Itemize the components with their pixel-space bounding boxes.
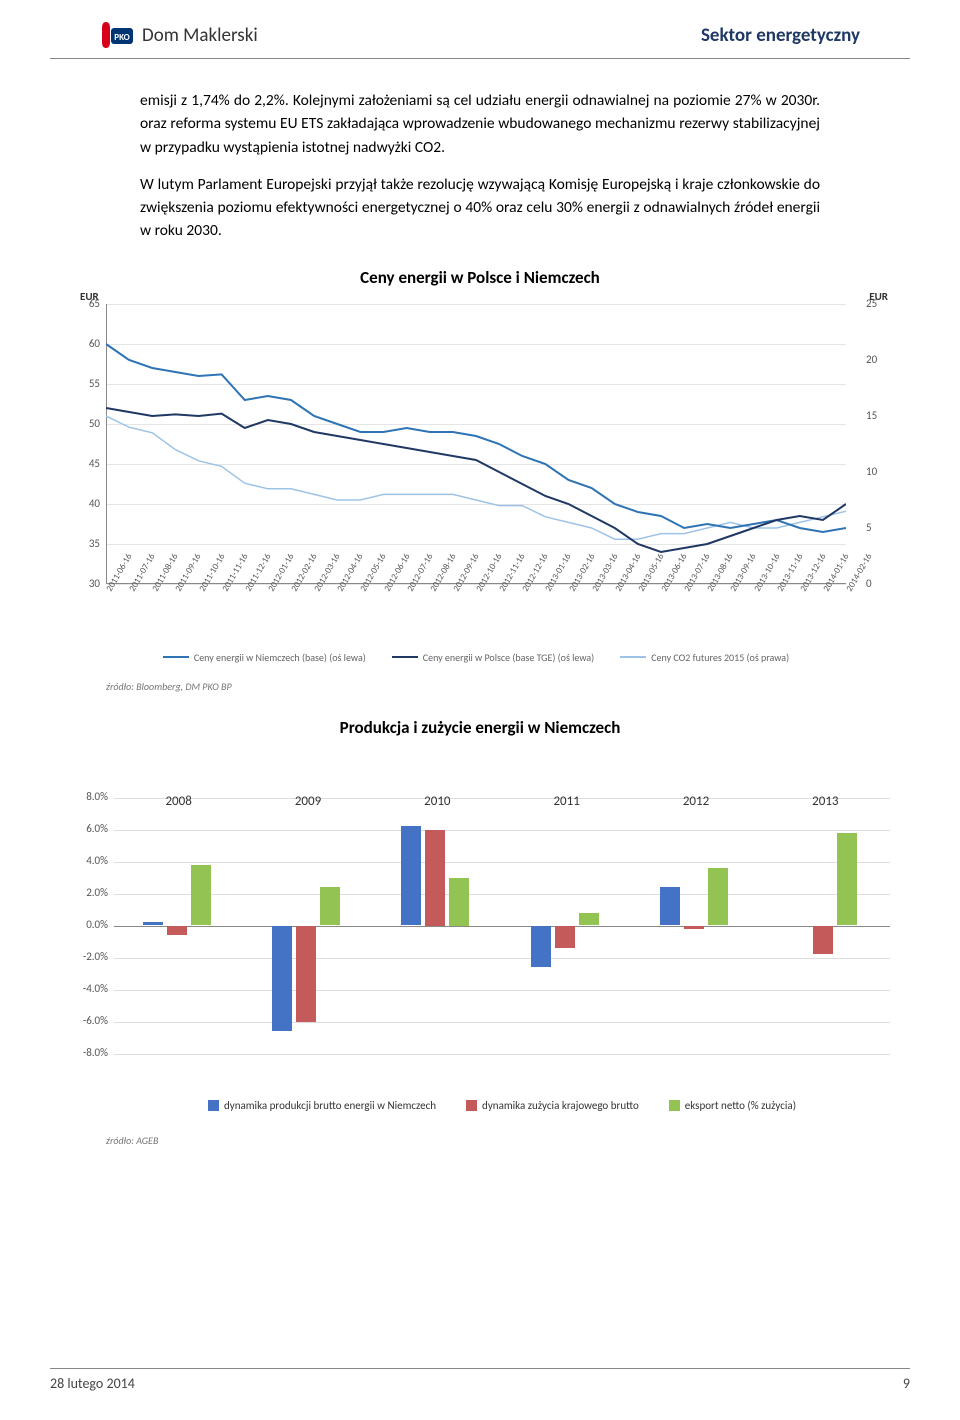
legend-label: dynamika zużycia krajowego brutto	[482, 1099, 639, 1112]
chart1-x-labels: 2011-06-162011-07-162011-08-162011-09-16…	[106, 578, 846, 632]
bar	[296, 926, 316, 1022]
y-axis-tick: 50	[60, 417, 100, 430]
bar	[143, 922, 163, 925]
y-axis-tick: 60	[60, 337, 100, 350]
legend-label: Ceny energii w Polsce (base TGE) (oś lew…	[423, 651, 594, 664]
bar-chart: 200820092010201120122013 dynamika produk…	[60, 770, 900, 1130]
chart1-legend: Ceny energii w Niemczech (base) (oś lewa…	[106, 651, 846, 664]
legend-item: Ceny energii w Polsce (base TGE) (oś lew…	[392, 651, 594, 664]
y-axis-tick: -2.0%	[60, 950, 108, 963]
logo-block: PKO Dom Maklerski	[100, 18, 258, 52]
y-axis-tick: -8.0%	[60, 1046, 108, 1059]
y-axis-tick: 2.0%	[60, 886, 108, 899]
paragraph-1: emisji z 1,74% do 2,2%. Kolejnymi założe…	[140, 89, 820, 159]
sector-title: Sektor energetyczny	[701, 24, 860, 47]
y-axis-tick-right: 0	[866, 577, 900, 590]
paragraph-2: W lutym Parlament Europejski przyjął tak…	[140, 173, 820, 243]
y-axis-tick: 65	[60, 297, 100, 310]
y-axis-tick: 45	[60, 457, 100, 470]
bar	[579, 913, 599, 926]
svg-text:PKO: PKO	[114, 32, 129, 43]
bar	[425, 830, 445, 926]
y-axis-tick-right: 20	[866, 353, 900, 366]
bar	[531, 926, 551, 968]
y-axis-tick-right: 5	[866, 521, 900, 534]
chart1-container: Ceny energii w Polsce i Niemczech EUR EU…	[60, 267, 900, 693]
y-axis-tick: 55	[60, 377, 100, 390]
y-axis-tick: 8.0%	[60, 790, 108, 803]
y-axis-tick-right: 10	[866, 465, 900, 478]
y-axis-tick: 0.0%	[60, 918, 108, 931]
y-axis-tick: 30	[60, 577, 100, 590]
legend-key-icon	[208, 1100, 219, 1111]
legend-label: dynamika produkcji brutto energii w Niem…	[224, 1099, 436, 1112]
legend-item: eksport netto (% zużycia)	[669, 1099, 796, 1112]
legend-item: dynamika zużycia krajowego brutto	[466, 1099, 639, 1112]
chart2-legend: dynamika produkcji brutto energii w Niem…	[114, 1099, 890, 1112]
bar	[813, 926, 833, 955]
y-axis-tick: -4.0%	[60, 982, 108, 995]
bar	[167, 926, 187, 936]
y-axis-tick-right: 15	[866, 409, 900, 422]
y-axis-tick: 6.0%	[60, 822, 108, 835]
chart2-title: Produkcja i zużycie energii w Niemczech	[60, 717, 900, 738]
y-axis-tick: 4.0%	[60, 854, 108, 867]
footer-date: 28 lutego 2014	[50, 1375, 135, 1392]
legend-label: Ceny CO2 futures 2015 (oś prawa)	[651, 651, 789, 664]
brand-text: Dom Maklerski	[142, 24, 258, 47]
legend-item: dynamika produkcji brutto energii w Niem…	[208, 1099, 436, 1112]
bar	[837, 833, 857, 926]
chart2-container: Produkcja i zużycie energii w Niemczech …	[60, 717, 900, 1147]
legend-key-icon	[669, 1100, 680, 1111]
year-label: 2011	[537, 794, 597, 809]
legend-key-icon	[392, 656, 418, 658]
page-header: PKO Dom Maklerski Sektor energetyczny	[50, 0, 910, 59]
bar	[449, 878, 469, 926]
legend-key-icon	[620, 656, 646, 658]
legend-key-icon	[466, 1100, 477, 1111]
year-label: 2012	[666, 794, 726, 809]
legend-label: Ceny energii w Niemczech (base) (oś lewa…	[194, 651, 366, 664]
text-content: emisji z 1,74% do 2,2%. Kolejnymi założe…	[0, 59, 960, 243]
bar	[320, 887, 340, 925]
y-axis-tick: 40	[60, 497, 100, 510]
chart1-title: Ceny energii w Polsce i Niemczech	[60, 267, 900, 288]
bar	[684, 926, 704, 929]
bar	[401, 826, 421, 925]
y-axis-tick: -6.0%	[60, 1014, 108, 1027]
year-label: 2010	[407, 794, 467, 809]
year-label: 2013	[795, 794, 855, 809]
chart1-source: źródło: Bloomberg, DM PKO BP	[106, 680, 900, 693]
year-label: 2009	[278, 794, 338, 809]
chart1-lines	[106, 304, 846, 584]
bar	[272, 926, 292, 1032]
legend-item: Ceny CO2 futures 2015 (oś prawa)	[620, 651, 789, 664]
chart2-plot-area: 200820092010201120122013	[114, 798, 890, 1054]
year-label: 2008	[149, 794, 209, 809]
pko-logo-icon: PKO	[100, 18, 134, 52]
page-footer: 28 lutego 2014 9	[50, 1368, 910, 1392]
y-axis-tick: 35	[60, 537, 100, 550]
legend-label: eksport netto (% zużycia)	[685, 1099, 796, 1112]
y-axis-tick-right: 25	[866, 297, 900, 310]
bar	[708, 868, 728, 926]
bar	[191, 865, 211, 926]
bar	[660, 887, 680, 925]
footer-page-number: 9	[903, 1375, 910, 1392]
bar	[555, 926, 575, 948]
legend-key-icon	[163, 656, 189, 658]
line-chart: EUR EUR 2011-06-162011-07-162011-08-1620…	[60, 296, 900, 676]
chart2-source: źródło: AGEB	[106, 1134, 900, 1147]
legend-item: Ceny energii w Niemczech (base) (oś lewa…	[163, 651, 366, 664]
